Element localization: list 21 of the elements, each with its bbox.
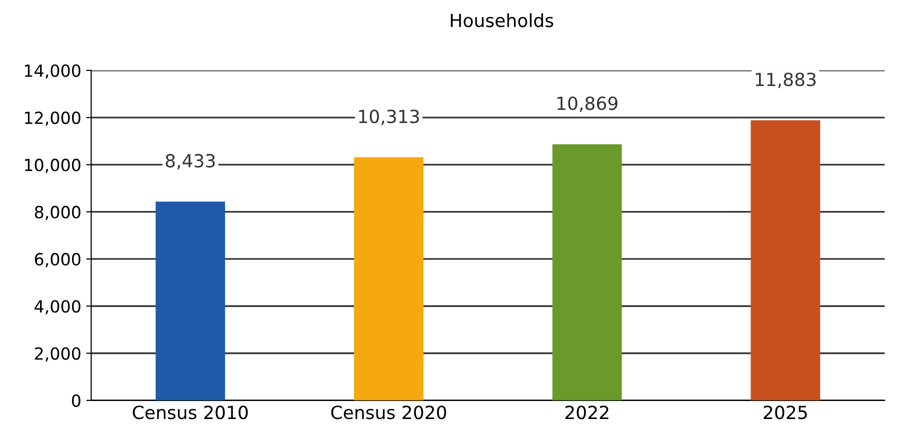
y-tick-label: 4,000 xyxy=(34,300,80,314)
x-tick-label: Census 2010 xyxy=(132,406,248,420)
bar xyxy=(750,120,820,400)
data-label: 11,883 xyxy=(756,72,816,88)
y-tick-label: 14,000 xyxy=(24,64,80,79)
y-tick-label: 6,000 xyxy=(34,252,80,268)
bar xyxy=(354,157,424,400)
y-tick-label: 8,000 xyxy=(34,206,80,220)
data-label: 8,433 xyxy=(166,154,215,170)
chart-title: Households xyxy=(450,13,554,28)
x-tick-label: 2025 xyxy=(764,406,807,420)
bar xyxy=(552,144,622,400)
y-tick-label: 2,000 xyxy=(34,347,80,362)
x-tick-label: 2022 xyxy=(565,406,608,420)
data-label: 10,313 xyxy=(359,110,419,126)
data-label: 10,869 xyxy=(557,96,618,112)
bar xyxy=(156,202,226,400)
y-tick-label: 10,000 xyxy=(24,158,80,173)
y-tick-label: 12,000 xyxy=(24,112,80,126)
y-tick-label: 0 xyxy=(72,394,80,407)
x-tick-label: Census 2020 xyxy=(331,406,446,420)
